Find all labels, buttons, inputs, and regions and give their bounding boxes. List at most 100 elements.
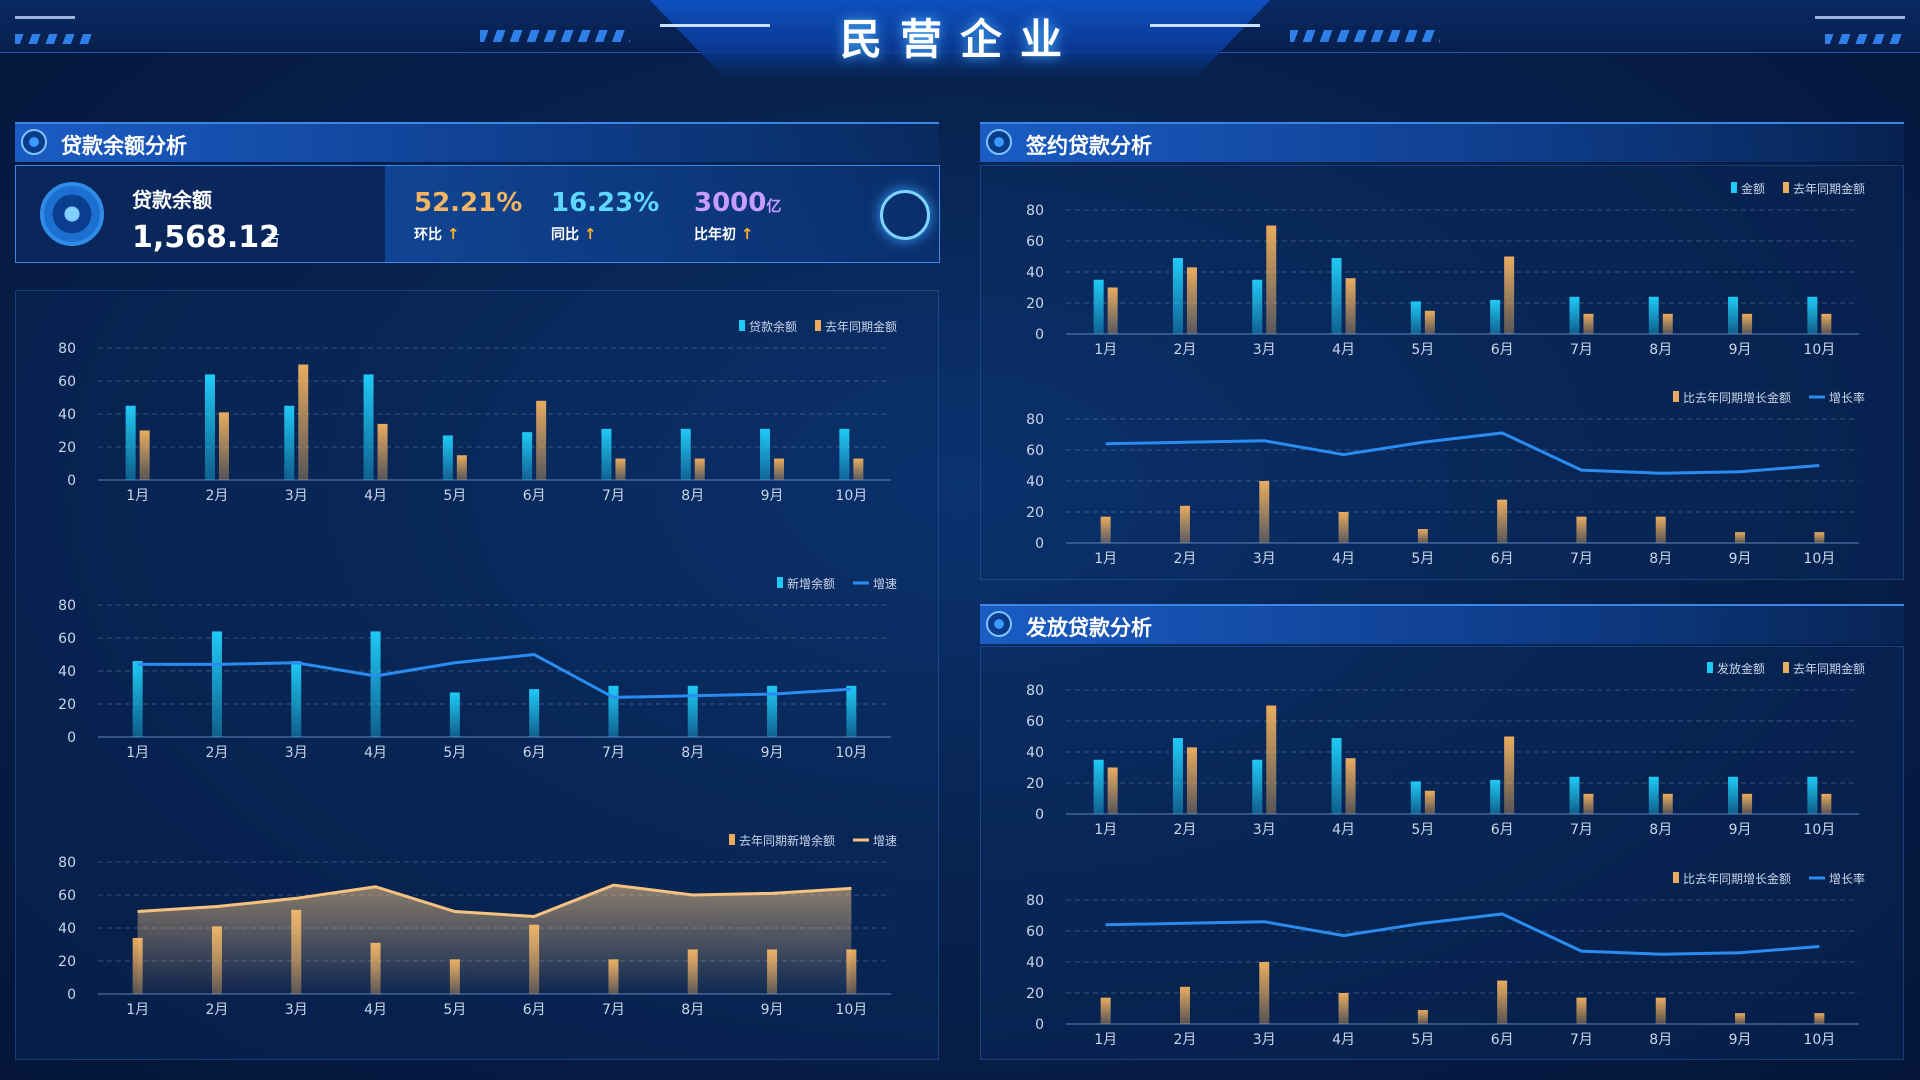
y-tick-label: 60 (1026, 443, 1044, 459)
panel-icon (986, 129, 1012, 155)
bar (456, 455, 467, 480)
bar (853, 458, 864, 480)
x-tick-label: 6月 (1491, 342, 1514, 358)
x-tick-label: 2月 (205, 1002, 228, 1018)
page-title: 民营企业 (839, 15, 1080, 64)
legend-label: 增长率 (1829, 390, 1865, 405)
x-tick-label: 8月 (681, 488, 704, 504)
x-tick-label: 6月 (1491, 1032, 1514, 1048)
legend-swatch (776, 577, 783, 588)
bar (377, 423, 388, 480)
x-tick-label: 8月 (681, 745, 704, 761)
x-tick-label: 9月 (761, 745, 784, 761)
y-tick-label: 20 (1026, 986, 1044, 1002)
bar (1576, 997, 1587, 1024)
x-tick-label: 3月 (285, 1002, 308, 1018)
y-tick-label: 60 (58, 374, 76, 390)
bar (760, 428, 771, 480)
bar (1186, 747, 1197, 814)
x-tick-label: 8月 (681, 1002, 704, 1018)
kpi-icon (40, 182, 104, 246)
bar (1807, 776, 1818, 814)
x-tick-label: 3月 (1253, 551, 1276, 567)
y-tick-label: 40 (58, 407, 76, 423)
y-tick-label: 60 (1026, 924, 1044, 940)
bar (1424, 310, 1435, 334)
bar (204, 374, 215, 480)
bar (687, 685, 698, 737)
bar (615, 458, 626, 480)
bar (132, 661, 143, 737)
y-tick-label: 40 (1026, 474, 1044, 490)
stat-label: 同比 ↑ (551, 224, 596, 244)
y-tick-label: 0 (67, 987, 76, 1003)
panel-header: 签约贷款分析 (980, 122, 1904, 162)
x-tick-label: 3月 (1253, 342, 1276, 358)
bar (522, 432, 533, 480)
bar (1345, 278, 1356, 334)
x-tick-label: 9月 (761, 1002, 784, 1018)
bar (1338, 993, 1349, 1024)
line (1105, 431, 1820, 475)
x-tick-label: 10月 (835, 1002, 867, 1018)
bar (1338, 512, 1349, 543)
bar (1728, 776, 1739, 814)
x-tick-label: 2月 (1173, 822, 1196, 838)
x-tick-label: 10月 (835, 745, 867, 761)
x-tick-label: 5月 (1411, 822, 1434, 838)
bar (1424, 790, 1435, 814)
bar (1417, 1010, 1428, 1024)
legend-label: 增速 (873, 577, 897, 591)
y-tick-label: 0 (1035, 1017, 1044, 1033)
bar (1093, 759, 1104, 814)
decoration (660, 24, 770, 27)
legend-swatch (738, 320, 745, 331)
bar (846, 685, 857, 737)
bar (1821, 793, 1832, 814)
chart: 0 20 40 60 80 1月 2月 3月 4月 5月 6月 7月 8月 9月 10月 去年同期金额 金额 (1026, 181, 1865, 358)
bar (1410, 301, 1421, 334)
bar (139, 430, 150, 480)
bar (529, 689, 540, 737)
x-tick-label: 4月 (1332, 342, 1355, 358)
legend-label: 去年同期金额 (825, 319, 897, 334)
stat-label-text: 比年初 (694, 227, 736, 243)
panel-body (980, 165, 1904, 580)
y-tick-label: 0 (1035, 327, 1044, 343)
legend-swatch (1782, 182, 1789, 193)
panel-title: 贷款余额分析 (61, 134, 187, 158)
chart: 0 20 40 60 80 1月 2月 3月 4月 5月 6月 7月 8月 9月 10月 去年同期金额 贷款余额 (58, 319, 897, 504)
x-tick-label: 4月 (1332, 822, 1355, 838)
bar (1417, 529, 1428, 543)
y-tick-label: 80 (1026, 203, 1044, 219)
bar (291, 661, 302, 737)
x-tick-label: 5月 (1411, 551, 1434, 567)
bar (1814, 532, 1825, 543)
bar (370, 631, 381, 737)
bar (1583, 313, 1594, 334)
kpi-label: 贷款余额 (132, 188, 212, 212)
bar (694, 458, 705, 480)
y-tick-label: 0 (1035, 807, 1044, 823)
x-tick-label: 3月 (1253, 822, 1276, 838)
bar (1186, 267, 1197, 334)
bar (363, 374, 374, 480)
stat-value-group: 3000亿 (694, 188, 781, 218)
x-tick-label: 9月 (761, 488, 784, 504)
bar (1821, 313, 1832, 334)
y-tick-label: 20 (1026, 776, 1044, 792)
panel-title: 签约贷款分析 (1026, 134, 1152, 158)
area (137, 885, 852, 994)
y-tick-label: 60 (58, 631, 76, 647)
legend-swatch (1730, 182, 1737, 193)
y-tick-label: 20 (1026, 505, 1044, 521)
x-tick-label: 10月 (1803, 342, 1835, 358)
y-tick-label: 80 (58, 341, 76, 357)
legend-label: 发放金额 (1717, 661, 1765, 676)
legend-label: 比去年同期增长金额 (1683, 871, 1791, 886)
bar (1490, 299, 1501, 334)
bar (536, 400, 547, 480)
bar (1662, 313, 1673, 334)
x-tick-label: 3月 (285, 488, 308, 504)
